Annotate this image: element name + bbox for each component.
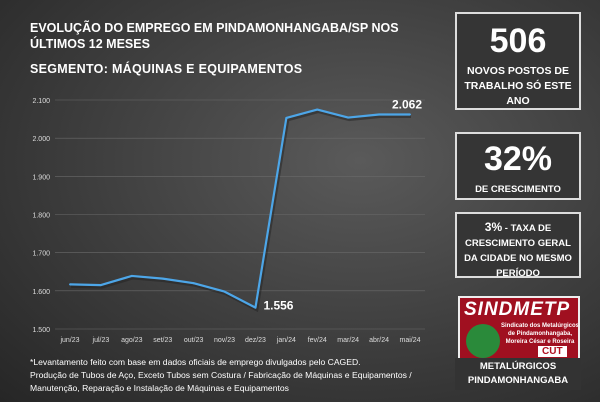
org-name: METALÚRGICOS PINDAMONHANGABA [455,358,581,390]
y-tick-label: 2.000 [32,136,50,143]
stat-label: NOVOS POSTOS DE TRABALHO SÓ ESTE ANO [464,65,572,107]
data-point [69,283,71,286]
series-line [69,108,410,309]
stat-value: 32% [483,140,553,178]
data-point [130,274,133,277]
x-tick-label: ago/23 [121,337,143,344]
data-point [161,277,164,280]
x-tick-label: set/23 [153,337,172,344]
note-line: *Levantamento feito com base em dados of… [30,357,361,367]
note-line: Manutenção, Reparação e Instalação de Má… [30,383,289,393]
x-tick-label: jun/23 [59,337,79,344]
page-title: EVOLUÇÃO DO EMPREGO EM PINDAMONHANGABA/S… [30,21,399,51]
stat-label-text: - TAXA DE CRESCIMENTO GERAL DA CIDADE NO… [464,223,572,279]
data-point [409,113,411,116]
segment-title: SEGMENTO: MÁQUINAS E EQUIPAMENTOS [30,62,303,76]
stat-city-growth: 3% - TAXA DE CRESCIMENTO GERAL DA CIDADE… [455,212,581,281]
note-line: Produção de Tubos de Aço, Exceto Tubos s… [30,370,412,380]
x-tick-label: jan/24 [276,337,296,344]
data-point [316,108,319,111]
y-tick-label: 1.800 [32,213,50,220]
stat-value: 3% [484,220,503,234]
line-chart: 1.500 1.600 1.700 1.800 1.900 2.000 2.100 jun/2… [32,98,425,344]
y-tick-label: 1.700 [32,251,50,258]
x-tick-label: abr/24 [369,337,389,344]
stat-new-jobs: 506 NOVOS POSTOS DE TRABALHO SÓ ESTE ANO [455,12,581,110]
y-tick-label: 1.600 [32,289,50,296]
x-tick-label: out/23 [184,337,204,344]
x-tick-label: jul/23 [92,337,110,344]
x-tick-label: nov/23 [214,337,235,344]
x-tick-label: fev/24 [308,337,327,344]
x-tick-label: mar/24 [337,337,359,344]
logo-emblem [466,324,500,358]
stat-label: 3% - TAXA DE CRESCIMENTO GERAL DA CIDADE… [461,220,575,281]
data-point [192,282,195,285]
stat-growth: 32% DE CRESCIMENTO [455,132,581,200]
stat-label: DE CRESCIMENTO [475,184,561,195]
data-point [285,116,288,119]
y-tick-label: 2.100 [32,98,50,105]
x-tick-label: mai/24 [399,337,420,344]
y-tick-label: 1.900 [32,174,50,181]
data-point [99,284,102,287]
stat-value: 506 [489,22,547,60]
footnote: *Levantamento feito com base em dados of… [30,356,450,395]
data-label: 1.556 [263,299,293,313]
data-point [378,113,381,116]
y-tick-label: 1.500 [32,327,50,334]
data-point [254,306,257,309]
data-point [347,116,350,119]
data-point [223,290,226,293]
x-tick-label: dez/23 [245,337,266,344]
sindmetp-logo: SINDMETP Sindicato dos Metalúrgicos de Pi… [458,296,580,360]
data-label: 2.062 [392,98,422,112]
